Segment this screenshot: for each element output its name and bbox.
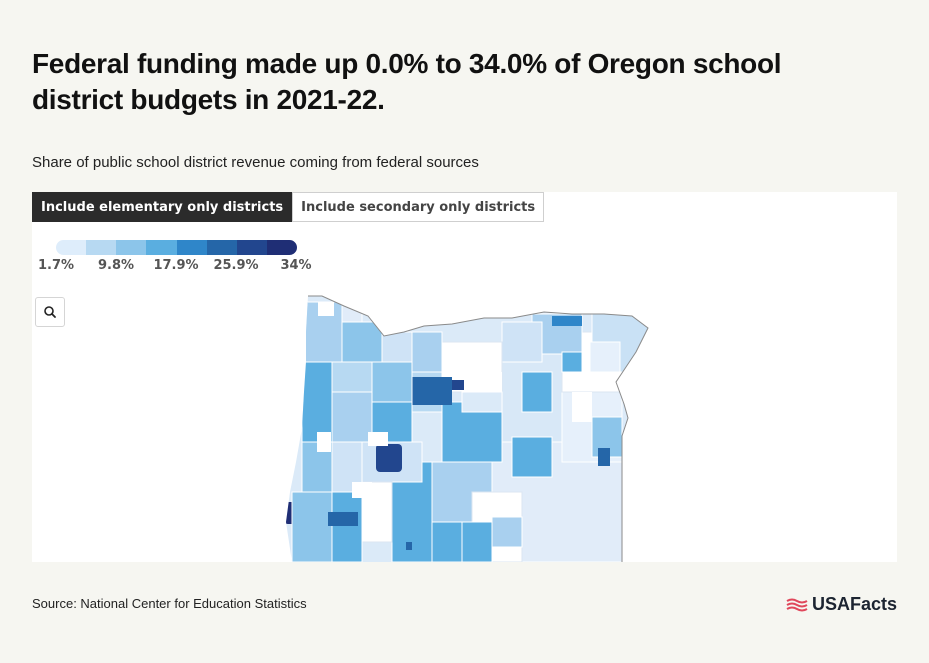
brand-name: USAFacts	[811, 594, 897, 614]
district[interactable]	[589, 341, 621, 373]
district[interactable]	[472, 372, 502, 392]
legend-color-bar	[56, 240, 297, 255]
source-note: Source: National Center for Education St…	[32, 596, 307, 611]
oregon-map[interactable]	[32, 192, 897, 562]
district[interactable]	[331, 391, 373, 443]
legend-label: 34%	[280, 258, 312, 273]
legend-swatch	[86, 240, 117, 255]
legend-swatch	[236, 240, 267, 255]
district[interactable]	[511, 436, 553, 478]
legend-label: 17.9%	[153, 258, 199, 273]
district[interactable]	[411, 331, 443, 373]
district[interactable]	[491, 516, 523, 548]
tab-elementary-only[interactable]: Include elementary only districts	[32, 192, 293, 222]
district[interactable]	[572, 392, 592, 422]
map-panel: Include elementary only districts Includ…	[32, 192, 897, 562]
chart-title: Federal funding made up 0.0% to 34.0% of…	[32, 48, 782, 115]
district[interactable]	[352, 482, 372, 498]
district[interactable]	[552, 316, 582, 326]
district[interactable]	[301, 361, 333, 443]
district[interactable]	[371, 401, 413, 443]
district[interactable]	[501, 321, 543, 363]
legend-swatch	[56, 240, 87, 255]
legend-swatch	[176, 240, 207, 255]
district[interactable]	[598, 448, 610, 466]
district[interactable]	[431, 521, 463, 562]
district[interactable]	[452, 380, 464, 390]
district[interactable]	[318, 302, 334, 316]
state-border	[308, 295, 649, 562]
district[interactable]	[341, 321, 383, 363]
district[interactable]	[461, 521, 493, 562]
district[interactable]	[376, 444, 402, 472]
district[interactable]	[406, 542, 412, 550]
district[interactable]	[412, 377, 452, 405]
district[interactable]	[317, 432, 331, 452]
district[interactable]	[291, 491, 333, 562]
color-legend: 1.7% 9.8% 17.9% 25.9% 34%	[32, 240, 332, 280]
district[interactable]	[461, 391, 503, 413]
chart-subtitle: Share of public school district revenue …	[32, 154, 479, 171]
legend-label: 1.7%	[37, 258, 75, 273]
district[interactable]	[521, 371, 553, 413]
district[interactable]	[331, 361, 373, 393]
district[interactable]	[381, 331, 413, 363]
tab-secondary-only[interactable]: Include secondary only districts	[292, 192, 545, 222]
legend-swatch	[146, 240, 177, 255]
legend-label: 9.8%	[97, 258, 135, 273]
district[interactable]	[328, 512, 358, 526]
legend-swatch	[206, 240, 237, 255]
legend-label: 25.9%	[213, 258, 259, 273]
legend-swatch	[116, 240, 147, 255]
district[interactable]	[368, 432, 388, 446]
legend-swatch	[266, 240, 297, 255]
zoom-button[interactable]	[35, 297, 65, 327]
district-type-tabs: Include elementary only districts Includ…	[32, 192, 545, 222]
flag-icon	[786, 598, 808, 611]
district[interactable]	[371, 361, 413, 403]
search-icon	[44, 306, 56, 318]
brand-logo[interactable]: USAFacts	[786, 594, 897, 615]
district[interactable]	[331, 491, 363, 562]
district[interactable]	[561, 351, 583, 373]
